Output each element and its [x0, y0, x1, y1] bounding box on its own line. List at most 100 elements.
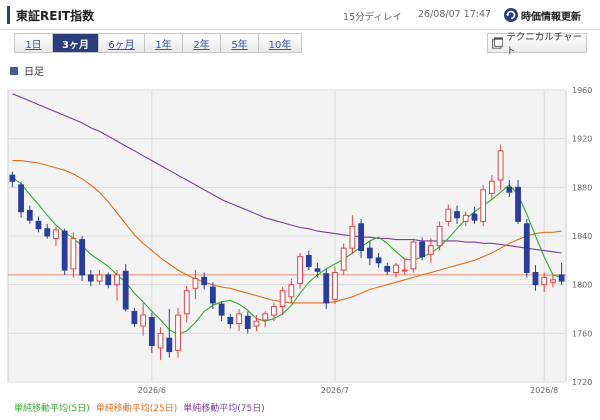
x-tick-label: 2026/8 — [530, 386, 558, 395]
tab-3m[interactable]: 3ヶ月 — [53, 34, 99, 52]
candle-body — [175, 314, 181, 351]
technical-chart-label: テクニカルチャート — [506, 32, 583, 57]
candlestick-chart: 1720 1760 1800 1840 1880 1920 1960 2026/6 2026/7… — [7, 86, 592, 395]
tab-10y[interactable]: 10年 — [259, 34, 301, 52]
candle-body — [79, 239, 86, 276]
candle-body — [271, 306, 277, 316]
candle-body — [148, 317, 155, 346]
candle-body — [523, 223, 530, 273]
candle-body — [131, 310, 138, 325]
candle-body — [166, 337, 173, 353]
candle-body — [201, 276, 208, 286]
refresh-icon — [504, 8, 518, 22]
candle-body — [53, 229, 59, 239]
delay-notice: 15分ディレイ — [343, 12, 402, 23]
candle-body — [61, 230, 68, 271]
candle-body — [515, 186, 521, 222]
candle-body — [140, 314, 147, 327]
candle-body — [279, 290, 286, 308]
candle-body — [480, 189, 487, 222]
title-accent-bar — [7, 6, 10, 24]
candle-body — [410, 241, 417, 270]
candle-body — [157, 332, 164, 349]
candle-body — [192, 278, 199, 289]
candle-body — [87, 274, 94, 282]
candle-body — [105, 274, 112, 286]
candle-body — [9, 174, 16, 182]
tab-2y[interactable]: 2年 — [183, 34, 221, 52]
candle-body — [288, 284, 295, 298]
ma75-line — [12, 93, 562, 254]
candle-body — [419, 241, 426, 258]
candle-body — [436, 225, 443, 247]
candle-body — [358, 223, 365, 252]
y-tick-label: 1720 — [572, 378, 592, 387]
candle-body — [375, 257, 382, 264]
candle-body — [427, 245, 434, 255]
candle-body — [244, 315, 251, 329]
candle-body — [384, 265, 391, 272]
candle-body — [445, 208, 452, 222]
candle-body — [70, 237, 77, 270]
timestamp: 26/08/07 17:47 — [418, 9, 492, 20]
tab-6m[interactable]: 6ヶ月 — [99, 34, 145, 52]
period-square-icon — [10, 66, 18, 75]
candle-body — [323, 273, 330, 304]
ma5-line — [12, 177, 562, 336]
candle-body — [532, 272, 539, 286]
technical-chart-button[interactable]: テクニカルチャート — [487, 32, 587, 57]
y-tick-label: 1920 — [572, 135, 592, 144]
legend-ma5: 単純移動平均(5日) — [14, 404, 90, 414]
chart-area: 1720 1760 1800 1840 1880 1920 1960 2026/6 2026/7… — [0, 82, 600, 400]
y-tick-label: 1880 — [572, 183, 592, 192]
moving-average-legend: 単純移動平均(5日) 単純移動平均(25日) 単純移動平均(75日) — [14, 401, 271, 414]
candle-body — [114, 274, 120, 286]
ma25-line — [12, 160, 562, 304]
candle-body — [471, 213, 478, 221]
candle-body — [340, 247, 347, 271]
candle-body — [462, 214, 469, 222]
candle-body — [366, 247, 373, 259]
tab-1y[interactable]: 1年 — [145, 34, 183, 52]
candle-body — [541, 276, 548, 286]
y-tick-label: 1960 — [572, 86, 592, 95]
candle-body — [349, 225, 356, 249]
candle-body — [305, 254, 312, 267]
candle-body — [96, 274, 103, 282]
legend-ma75: 単純移動平均(75日) — [183, 404, 265, 414]
candle-body — [35, 220, 42, 230]
period-indicator: 日足 — [10, 63, 44, 78]
header-bar: 東証REIT指数 15分ディレイ 26/08/07 17:47 時価情報更新 — [0, 0, 600, 30]
candle-body — [44, 228, 51, 237]
candle-body — [454, 211, 460, 219]
candle-body — [18, 184, 24, 213]
range-tabs: 1日 3ヶ月 6ヶ月 1年 2年 5年 10年 — [14, 33, 302, 53]
y-tick-label: 1840 — [572, 232, 592, 241]
page-title: 東証REIT指数 — [16, 9, 95, 23]
candle-body — [26, 209, 33, 221]
candle-body — [209, 286, 216, 304]
candle-body — [253, 320, 260, 327]
refresh-button[interactable]: 時価情報更新 — [503, 5, 581, 25]
period-label: 日足 — [24, 67, 44, 78]
tab-1d[interactable]: 1日 — [15, 34, 53, 52]
refresh-label: 時価情報更新 — [521, 11, 581, 23]
candle-body — [183, 290, 190, 315]
candle-body — [262, 313, 269, 321]
candle-body — [332, 272, 338, 300]
candle-body — [401, 269, 408, 272]
candle-body — [506, 186, 513, 193]
candle-body — [558, 274, 565, 282]
candle-body — [550, 279, 556, 283]
x-tick-label: 2026/7 — [321, 386, 349, 395]
candle-body — [218, 303, 225, 316]
candle-body — [488, 180, 495, 194]
x-tick-label: 2026/6 — [138, 386, 166, 395]
candle-body — [314, 268, 321, 272]
candle-body — [122, 270, 129, 310]
tab-5y[interactable]: 5年 — [221, 34, 259, 52]
candle-body — [236, 313, 242, 325]
y-tick-label: 1800 — [572, 281, 592, 290]
candle-body — [393, 264, 399, 273]
y-tick-label: 1760 — [572, 329, 592, 338]
